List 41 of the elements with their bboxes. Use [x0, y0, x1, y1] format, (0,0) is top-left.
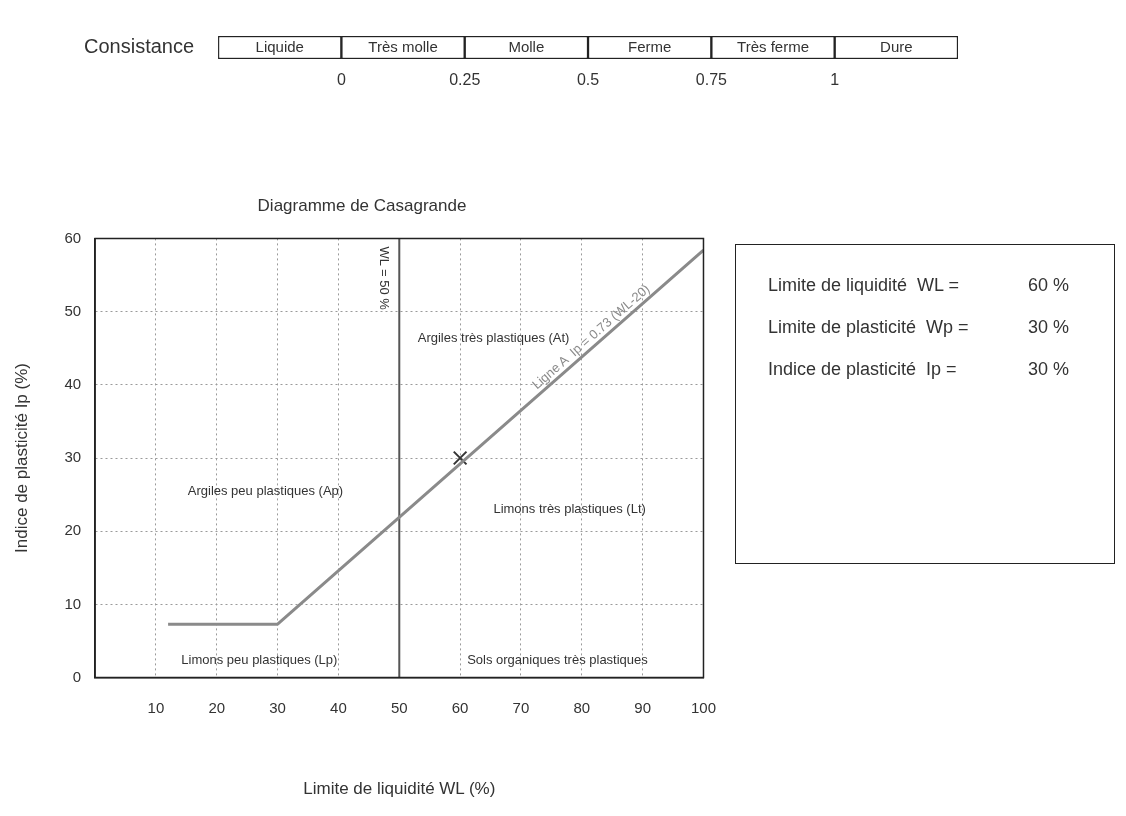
series-label: Très ferme — [737, 37, 809, 55]
x-tick-label: 0.5 — [576, 71, 600, 89]
annotation: Argiles très plastiques (At) — [417, 330, 570, 346]
annotation: Sols organiques très plastiques — [467, 651, 649, 667]
annotation: Limons peu plastiques (Lp) — [181, 651, 338, 667]
x-tick-label: 30 — [269, 698, 286, 716]
y-tick-label: 30 — [64, 448, 82, 466]
ref-line-label: WL = 50 % — [376, 246, 392, 311]
x-tick-label: 10 — [147, 698, 165, 716]
y-tick-label: 50 — [64, 301, 82, 319]
y-tick-label: 0 — [72, 667, 82, 685]
x-tick-label: 0 — [336, 71, 346, 89]
x-tick-label: 90 — [634, 698, 651, 716]
annotation: Argiles peu plastiques (Ap) — [187, 482, 344, 498]
y-tick-label: 60 — [64, 228, 82, 246]
x-tick-label: 70 — [512, 698, 530, 716]
x-tick-label: 20 — [208, 698, 226, 716]
y-tick-label: 20 — [64, 521, 82, 539]
y-tick-label: Consistance — [84, 35, 195, 58]
x-tick-label: 0.75 — [695, 71, 728, 89]
x-tick-label: 100 — [690, 698, 716, 716]
x-tick-label: 60 — [451, 698, 469, 716]
y-axis-title: Indice de plasticité Ip (%) — [11, 363, 31, 553]
series-label: Très molle — [368, 37, 438, 55]
annotation: Limons très plastiques (Lt) — [493, 500, 646, 516]
x-axis-title: Limite de liquidité WL (%) — [303, 779, 496, 799]
x-tick-label: 0.25 — [449, 71, 481, 89]
series-label: Dure — [880, 37, 913, 55]
text: Indice de plasticité Ip = 30 % — [768, 359, 1070, 379]
x-tick-label: 1 — [830, 71, 840, 89]
text: Limite de plasticité Wp = 30 % — [768, 317, 1070, 337]
y-tick-label: 10 — [64, 594, 82, 612]
x-tick-label: 80 — [573, 698, 591, 716]
series-label: Liquide — [255, 37, 304, 55]
y-tick-label: 40 — [64, 374, 82, 392]
x-tick-label: 40 — [330, 698, 347, 716]
series-label: Ferme — [628, 37, 672, 55]
chart-title: Diagramme de Casagrande — [257, 195, 467, 215]
text: Limite de liquidité WL = 60 % — [768, 275, 1070, 295]
series-label: Molle — [508, 37, 545, 55]
x-tick-label: 50 — [390, 698, 408, 716]
